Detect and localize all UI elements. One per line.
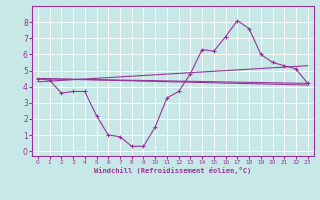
X-axis label: Windchill (Refroidissement éolien,°C): Windchill (Refroidissement éolien,°C) bbox=[94, 167, 252, 174]
